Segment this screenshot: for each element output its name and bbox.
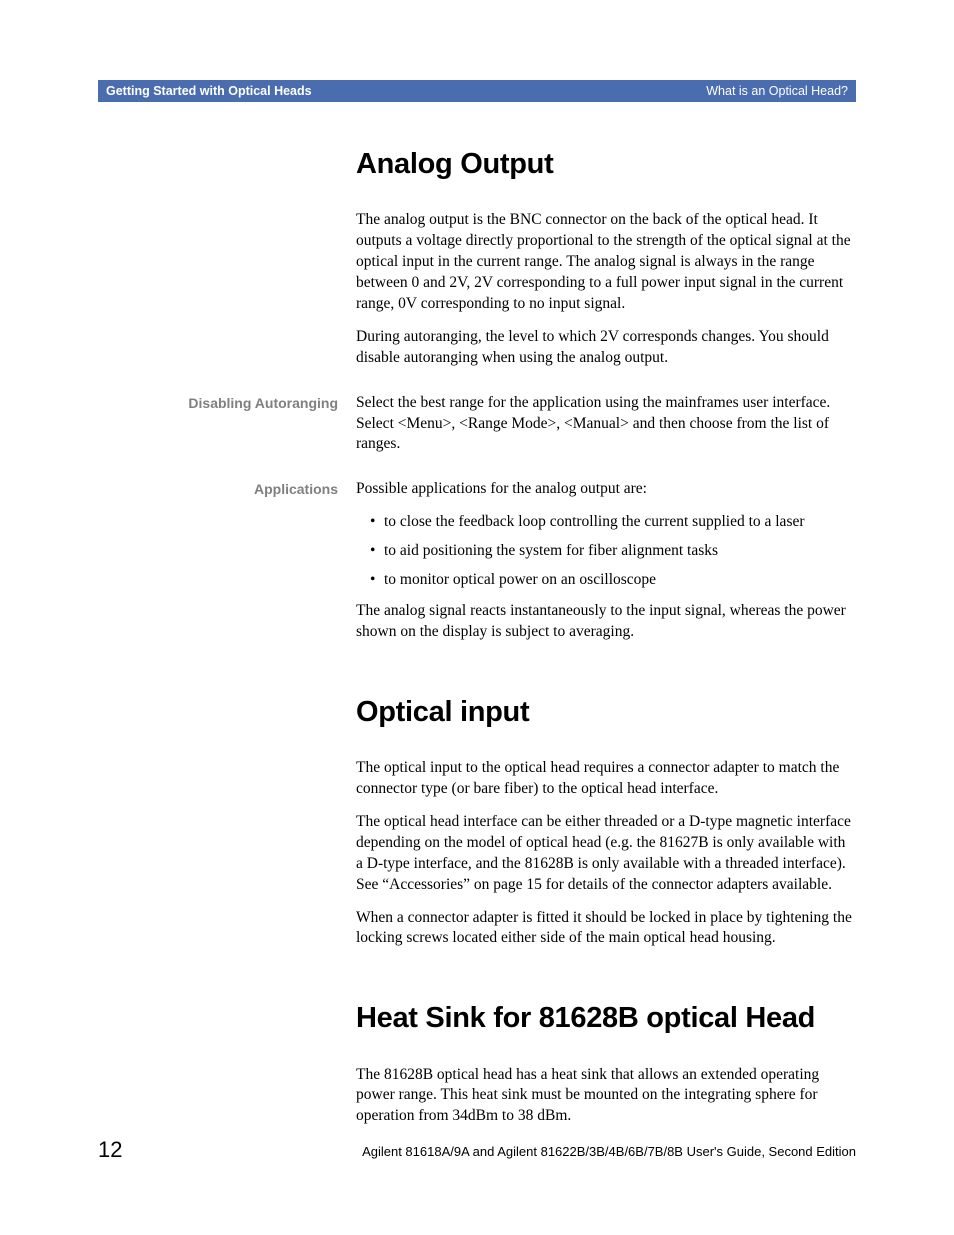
side-label-applications: Applications	[98, 479, 356, 655]
page-header-bar: Getting Started with Optical Heads What …	[98, 80, 856, 102]
analog-p1: The analog output is the BNC connector o…	[356, 210, 856, 315]
header-left-text: Getting Started with Optical Heads	[106, 84, 312, 98]
optical-p2: The optical head interface can be either…	[356, 812, 856, 896]
header-right-text: What is an Optical Head?	[706, 84, 848, 98]
heading-optical-input: Optical input	[356, 693, 856, 732]
section-heatsink-title-row: Heat Sink for 81628B optical Head	[98, 999, 856, 1052]
heatsink-body-row: The 81628B optical head has a heat sink …	[98, 1065, 856, 1140]
disabling-text: Select the best range for the applicatio…	[356, 393, 856, 456]
applications-list: to close the feedback loop controlling t…	[356, 512, 856, 591]
page-content: Analog Output The analog output is the B…	[98, 145, 856, 1151]
optical-p1: The optical input to the optical head re…	[356, 758, 856, 800]
applications-item-0: to close the feedback loop controlling t…	[370, 512, 856, 533]
section-optical-title-row: Optical input	[98, 693, 856, 746]
analog-p-after: The analog signal reacts instantaneously…	[356, 601, 856, 643]
heading-heatsink: Heat Sink for 81628B optical Head	[356, 999, 856, 1038]
optical-body-row: The optical input to the optical head re…	[98, 758, 856, 961]
optical-p3: When a connector adapter is fitted it sh…	[356, 908, 856, 950]
heatsink-p1: The 81628B optical head has a heat sink …	[356, 1065, 856, 1128]
applications-row: Applications Possible applications for t…	[98, 479, 856, 655]
side-label-disabling: Disabling Autoranging	[98, 393, 356, 468]
heading-analog-output: Analog Output	[356, 145, 856, 184]
analog-p2: During autoranging, the level to which 2…	[356, 327, 856, 369]
disabling-autoranging-row: Disabling Autoranging Select the best ra…	[98, 393, 856, 468]
applications-item-1: to aid positioning the system for fiber …	[370, 541, 856, 562]
analog-p1-row: The analog output is the BNC connector o…	[98, 210, 856, 380]
section-analog-title-row: Analog Output	[98, 145, 856, 198]
applications-item-2: to monitor optical power on an oscillosc…	[370, 570, 856, 591]
applications-intro: Possible applications for the analog out…	[356, 479, 856, 500]
footer-guide-text: Agilent 81618A/9A and Agilent 81622B/3B/…	[362, 1144, 856, 1159]
page-number: 12	[98, 1137, 122, 1163]
